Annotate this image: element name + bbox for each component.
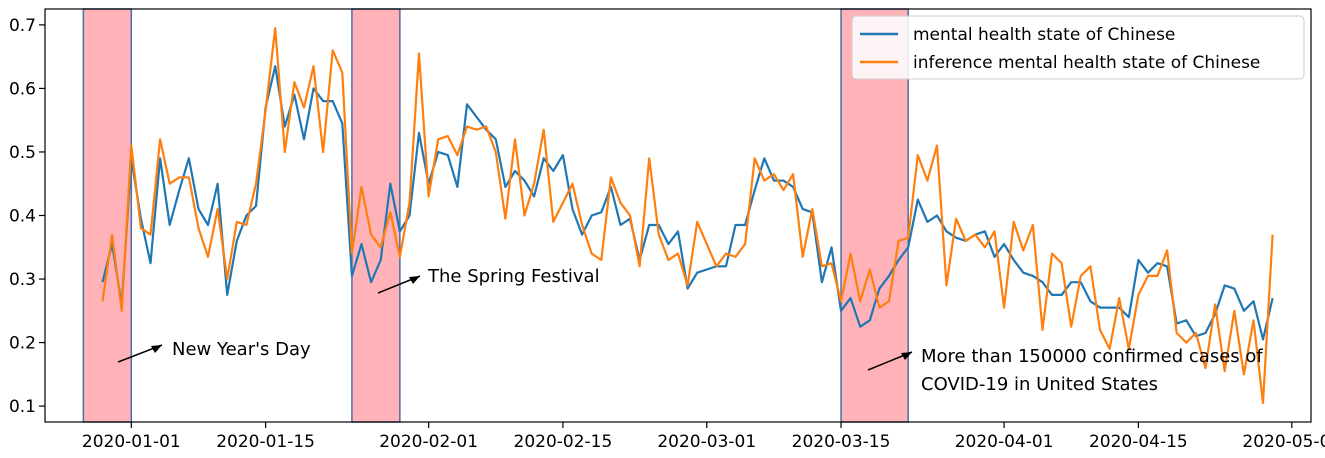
- x-tick-label: 2020-01-15: [216, 432, 315, 452]
- highlight-band-1: [351, 8, 401, 423]
- y-tick-label: 0.7: [9, 16, 36, 36]
- x-tick-label: 2020-02-01: [379, 432, 478, 452]
- series-lines: [101, 27, 1274, 404]
- annotation-spring-festival: The Spring Festival: [377, 266, 600, 294]
- x-tick-label: 2020-03-15: [792, 432, 891, 452]
- annotation-arrowhead: [901, 352, 912, 360]
- y-tick-label: 0.5: [9, 143, 36, 163]
- annotation-arrowhead: [151, 345, 162, 353]
- y-tick-label: 0.4: [9, 207, 36, 227]
- y-tick-label: 0.2: [9, 334, 36, 354]
- x-tick-label: 2020-05-01: [1242, 432, 1325, 452]
- annotation-covid-us: More than 150000 confirmed cases of COVI…: [867, 346, 1263, 395]
- x-tick-label: 2020-04-01: [955, 432, 1054, 452]
- legend: mental health state of Chinese inference…: [851, 15, 1305, 80]
- x-tick-label: 2020-01-01: [82, 432, 181, 452]
- highlight-bands: [82, 8, 909, 423]
- annotation-label: New Year's Day: [172, 339, 311, 360]
- legend-label-inference: inference mental health state of Chinese: [913, 53, 1260, 73]
- annotation-label-line-1: More than 150000 confirmed cases of: [921, 346, 1263, 367]
- x-tick-label: 2020-02-15: [514, 432, 613, 452]
- x-axis: 2020-01-01 2020-01-15 2020-02-01 2020-02-15…: [82, 422, 1325, 452]
- y-axis: 0.1 0.2 0.3 0.4 0.5 0.6 0.7: [9, 16, 45, 417]
- series-line-1: [101, 27, 1274, 404]
- highlight-band-0: [82, 8, 133, 423]
- x-tick-label: 2020-03-01: [657, 432, 756, 452]
- annotations: New Year's Day The Spring Festival More …: [117, 266, 1263, 395]
- legend-box: [851, 15, 1305, 80]
- annotation-arrowhead: [409, 276, 420, 284]
- y-tick-label: 0.1: [9, 397, 36, 417]
- series-line-0: [101, 65, 1274, 341]
- y-tick-label: 0.6: [9, 79, 36, 99]
- x-tick-label: 2020-04-15: [1089, 432, 1188, 452]
- legend-label-mental-health: mental health state of Chinese: [913, 25, 1175, 45]
- annotation-label: The Spring Festival: [427, 266, 600, 287]
- annotation-new-years-day: New Year's Day: [117, 339, 311, 363]
- y-tick-label: 0.3: [9, 270, 36, 290]
- annotation-label-line-2: COVID-19 in United States: [921, 374, 1158, 395]
